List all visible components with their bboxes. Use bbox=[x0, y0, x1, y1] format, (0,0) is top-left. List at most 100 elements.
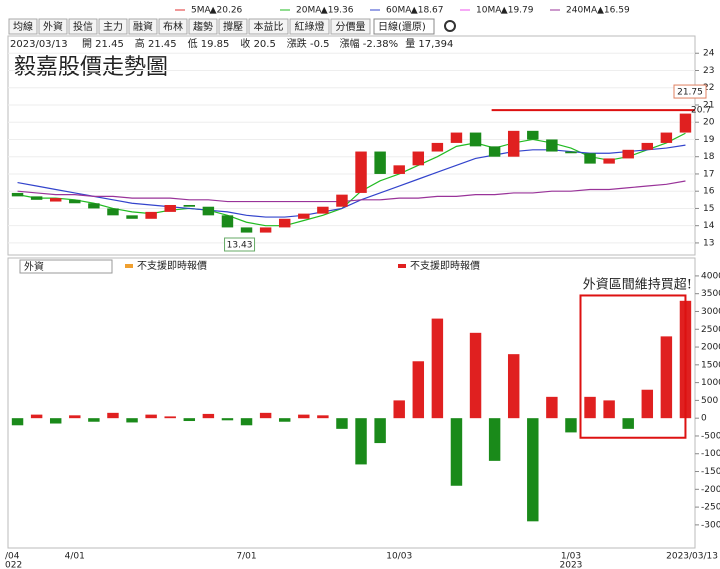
foreign-bar bbox=[565, 418, 577, 433]
ma-line bbox=[17, 180, 686, 203]
x-tick-label: 10/03 bbox=[386, 552, 412, 562]
candle bbox=[469, 132, 482, 147]
foreign-bar bbox=[641, 389, 654, 419]
y-tick-label: 1000 bbox=[701, 378, 720, 388]
resistance-label: 20.7 bbox=[691, 106, 711, 116]
candle bbox=[488, 146, 501, 157]
y-tick-label: 24 bbox=[703, 49, 715, 59]
y-tick-label: -3000 bbox=[701, 520, 720, 530]
toolbar-button[interactable] bbox=[98, 18, 128, 35]
legend-name: 20MA bbox=[296, 6, 322, 16]
foreign-bar bbox=[450, 418, 463, 486]
legend-label: 不支援即時報價 bbox=[410, 259, 480, 272]
toolbar-button[interactable] bbox=[68, 18, 98, 35]
toolbar-button-label: 紅綠燈 bbox=[295, 21, 325, 33]
y-tick-label: 2000 bbox=[701, 343, 720, 353]
foreign-bar bbox=[240, 418, 253, 426]
toolbar-button[interactable] bbox=[158, 18, 188, 35]
candle bbox=[49, 198, 62, 202]
y-tick-label: 15 bbox=[703, 204, 714, 214]
foreign-bar bbox=[298, 414, 310, 419]
series-dropdown-label: 外資 bbox=[24, 261, 44, 273]
candle bbox=[450, 132, 463, 143]
candle bbox=[507, 130, 520, 157]
candle bbox=[317, 206, 329, 214]
foreign-panel bbox=[7, 257, 696, 549]
toolbar-button[interactable] bbox=[218, 18, 248, 35]
x-tick-label: 4/01 bbox=[65, 552, 85, 562]
foreign-bar bbox=[469, 332, 482, 419]
toolbar-button[interactable] bbox=[38, 18, 68, 35]
toolbar-button-label: 均線 bbox=[13, 20, 33, 33]
candle bbox=[30, 196, 43, 200]
ma-line bbox=[17, 132, 686, 227]
foreign-bar bbox=[527, 418, 539, 522]
price-panel bbox=[7, 35, 696, 256]
candle bbox=[107, 208, 119, 216]
foreign-bar bbox=[107, 412, 119, 419]
candle bbox=[584, 153, 596, 164]
foreign-bar bbox=[49, 418, 62, 424]
candle bbox=[603, 158, 615, 164]
y-tick-label: -1000 bbox=[701, 449, 720, 459]
legend-value: ▲19.36 bbox=[321, 6, 354, 16]
toolbar-button-label: 撐壓 bbox=[223, 20, 243, 33]
foreign-bar bbox=[584, 396, 596, 419]
y-tick-label: 18 bbox=[703, 152, 715, 162]
legend-swatch bbox=[398, 264, 406, 268]
foreign-bar bbox=[202, 413, 215, 419]
candle bbox=[355, 151, 367, 193]
chart-title: 毅嘉股價走勢圖 bbox=[14, 55, 168, 80]
foreign-bar bbox=[507, 354, 520, 419]
toolbar-button[interactable] bbox=[330, 18, 371, 35]
candle bbox=[126, 215, 138, 219]
toolbar-button[interactable] bbox=[248, 18, 289, 35]
y-tick-label: 23 bbox=[703, 66, 714, 76]
x-tick-label: /04 bbox=[5, 552, 20, 562]
toolbar-button[interactable] bbox=[289, 18, 330, 35]
toolbar-button[interactable] bbox=[128, 18, 158, 35]
period-dropdown-label: 日線(還原) bbox=[378, 20, 426, 33]
foreign-bar bbox=[145, 414, 157, 419]
y-tick-label: 3500 bbox=[701, 289, 720, 299]
foreign-bar bbox=[164, 416, 176, 419]
low-label-box bbox=[224, 237, 256, 252]
candle bbox=[69, 199, 81, 204]
toolbar-button[interactable] bbox=[8, 18, 38, 35]
highlight-note: 外資區間維持買超! bbox=[583, 278, 692, 293]
foreign-bar bbox=[126, 418, 138, 423]
legend-swatch bbox=[125, 264, 133, 268]
toolbar-button-label: 本益比 bbox=[254, 20, 284, 33]
candle bbox=[183, 204, 196, 207]
y-tick-label: 500 bbox=[701, 396, 718, 406]
y-tick-label: -1500 bbox=[701, 467, 720, 477]
foreign-bar bbox=[183, 418, 196, 422]
legend-label: 不支援即時報價 bbox=[137, 259, 207, 272]
candle bbox=[622, 149, 634, 159]
period-dropdown[interactable] bbox=[373, 18, 435, 35]
foreign-bar bbox=[603, 400, 615, 419]
toolbar-button-label: 布林 bbox=[163, 20, 183, 33]
candle bbox=[259, 227, 272, 233]
toolbar-button-label: 投信 bbox=[73, 20, 93, 33]
foreign-bar bbox=[221, 418, 234, 421]
highlight-box bbox=[579, 294, 687, 439]
candle bbox=[412, 151, 425, 166]
x-tick-label: 1/03 bbox=[561, 552, 581, 562]
settings-icon[interactable] bbox=[444, 20, 456, 32]
series-dropdown[interactable] bbox=[19, 259, 113, 274]
x-year-label: 2023 bbox=[560, 561, 583, 569]
candle bbox=[679, 113, 692, 133]
candle bbox=[336, 194, 348, 207]
foreign-bar bbox=[317, 415, 329, 419]
candle bbox=[431, 142, 444, 152]
info-text: 開 21.45 bbox=[82, 38, 124, 50]
candle bbox=[527, 130, 539, 140]
candle bbox=[202, 206, 215, 216]
y-tick-label: 17 bbox=[703, 169, 714, 179]
foreign-bar bbox=[622, 418, 634, 429]
legend-name: 60MA bbox=[386, 6, 412, 16]
toolbar-button-label: 分價量 bbox=[336, 20, 366, 33]
x-tick-label: 7/01 bbox=[236, 552, 256, 562]
toolbar-button[interactable] bbox=[188, 18, 218, 35]
